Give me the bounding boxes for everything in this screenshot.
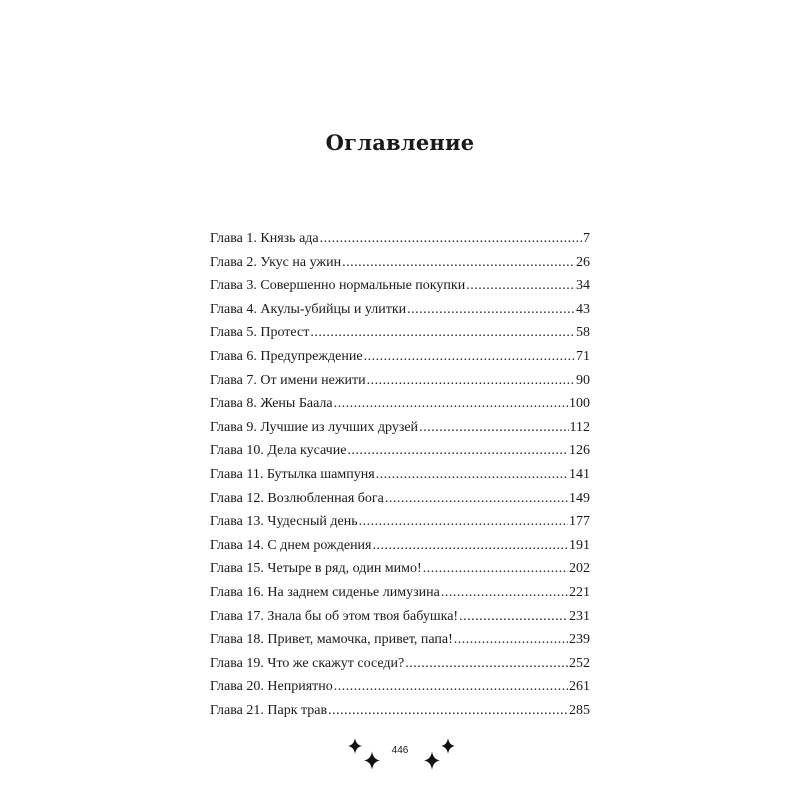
chapter-page: 43 [576, 301, 590, 317]
toc-entry: Глава 19. Что же скажут соседи? 252 [210, 656, 590, 680]
toc-entry: Глава 3. Совершенно нормальные покупки 34 [210, 278, 590, 302]
page-number: 446 [391, 745, 409, 756]
chapter-title: Глава 5. Протест [210, 325, 310, 341]
toc-entry: Глава 4. Акулы-убийцы и улитки 43 [210, 302, 590, 326]
star-icon [348, 738, 362, 754]
chapter-title: Глава 21. Парк трав [210, 702, 328, 718]
chapter-page: 285 [569, 702, 590, 718]
dot-leader [454, 632, 568, 648]
chapter-title: Глава 2. Укус на ужин [210, 254, 342, 270]
toc-entry: Глава 10. Дела кусачие 126 [210, 443, 590, 467]
dot-leader [405, 656, 568, 672]
dot-leader [359, 514, 568, 530]
chapter-page: 221 [569, 584, 590, 600]
dot-leader [334, 679, 568, 695]
dot-leader [441, 585, 568, 601]
chapter-page: 112 [569, 419, 590, 435]
dot-leader [376, 467, 568, 483]
chapter-page: 231 [569, 608, 590, 624]
page-title: Оглавление [325, 130, 475, 155]
toc-entry: Глава 5. Протест 58 [210, 325, 590, 349]
chapter-title: Глава 4. Акулы-убийцы и улитки [210, 301, 407, 317]
dot-leader [342, 255, 575, 271]
chapter-title: Глава 16. На заднем сиденье лимузина [210, 584, 440, 600]
dot-leader [364, 349, 575, 365]
chapter-title: Глава 18. Привет, мамочка, привет, папа! [210, 632, 453, 648]
chapter-page: 100 [569, 396, 590, 412]
dot-leader [310, 325, 575, 341]
dot-leader [419, 420, 568, 436]
toc-entry: Глава 15. Четыре в ряд, один мимо! 202 [210, 561, 590, 585]
chapter-title: Глава 6. Предупреждение [210, 348, 363, 364]
chapter-title: Глава 17. Знала бы об этом твоя бабушка! [210, 608, 459, 624]
toc-entry: Глава 2. Укус на ужин 26 [210, 255, 590, 279]
toc-entry: Глава 9. Лучшие из лучших друзей 112 [210, 420, 590, 444]
toc-entry: Глава 17. Знала бы об этом твоя бабушка!… [210, 609, 590, 633]
dot-leader [328, 703, 568, 719]
chapter-title: Глава 8. Жены Баала [210, 396, 333, 412]
toc-entry: Глава 8. Жены Баала 100 [210, 396, 590, 420]
chapter-page: 126 [569, 443, 590, 459]
star-icon [364, 751, 380, 770]
toc-entry: Глава 21. Парк трав 285 [210, 703, 590, 727]
toc-entry: Глава 1. Князь ада 7 [210, 231, 590, 255]
toc-entry: Глава 11. Бутылка шампуня 141 [210, 467, 590, 491]
chapter-page: 149 [569, 490, 590, 506]
toc-entry: Глава 7. От имени нежити 90 [210, 373, 590, 397]
chapter-page: 7 [583, 231, 590, 246]
chapter-title: Глава 14. С днем рождения [210, 537, 372, 553]
chapter-page: 177 [569, 514, 590, 530]
chapter-page: 261 [569, 679, 590, 695]
chapter-title: Глава 7. От имени нежити [210, 372, 366, 388]
toc-entry: Глава 18. Привет, мамочка, привет, папа!… [210, 632, 590, 656]
chapter-page: 71 [576, 348, 590, 364]
toc-entry: Глава 13. Чудесный день 177 [210, 514, 590, 538]
chapter-page: 58 [576, 325, 590, 341]
dot-leader [466, 278, 575, 294]
chapter-title: Глава 20. Неприятно [210, 679, 333, 695]
dot-leader [367, 373, 575, 389]
chapter-page: 26 [576, 254, 590, 270]
toc-entry: Глава 12. Возлюбленная бога 149 [210, 491, 590, 515]
dot-leader [373, 538, 569, 554]
toc-entry: Глава 16. На заднем сиденье лимузина 221 [210, 585, 590, 609]
chapter-title: Глава 13. Чудесный день [210, 514, 358, 530]
chapter-title: Глава 3. Совершенно нормальные покупки [210, 278, 466, 294]
dot-leader [385, 491, 568, 507]
chapter-page: 191 [569, 537, 590, 553]
star-icon [424, 751, 440, 770]
chapter-title: Глава 1. Князь ада [210, 231, 319, 246]
dot-leader [459, 609, 568, 625]
chapter-page: 34 [576, 278, 590, 294]
dot-leader [320, 231, 582, 247]
dot-leader [407, 302, 575, 318]
chapter-title: Глава 15. Четыре в ряд, один мимо! [210, 561, 422, 577]
chapter-page: 141 [569, 466, 590, 482]
chapter-title: Глава 19. Что же скажут соседи? [210, 655, 405, 671]
dot-leader [347, 443, 568, 459]
chapter-title: Глава 11. Бутылка шампуня [210, 466, 375, 482]
chapter-title: Глава 9. Лучшие из лучших друзей [210, 419, 419, 435]
toc-entry: Глава 6. Предупреждение 71 [210, 349, 590, 373]
chapter-page: 90 [576, 372, 590, 388]
chapter-page: 239 [569, 632, 590, 648]
chapter-page: 202 [569, 561, 590, 577]
toc-entry: Глава 20. Неприятно 261 [210, 679, 590, 703]
table-of-contents: Глава 1. Князь ада 7 Глава 2. Укус на ужин… [210, 231, 590, 726]
toc-entry: Глава 14. С днем рождения 191 [210, 538, 590, 562]
chapter-page: 252 [569, 655, 590, 671]
chapter-title: Глава 12. Возлюбленная бога [210, 490, 384, 506]
chapter-title: Глава 10. Дела кусачие [210, 443, 347, 459]
star-icon [441, 738, 455, 754]
dot-leader [423, 561, 568, 577]
dot-leader [334, 396, 568, 412]
